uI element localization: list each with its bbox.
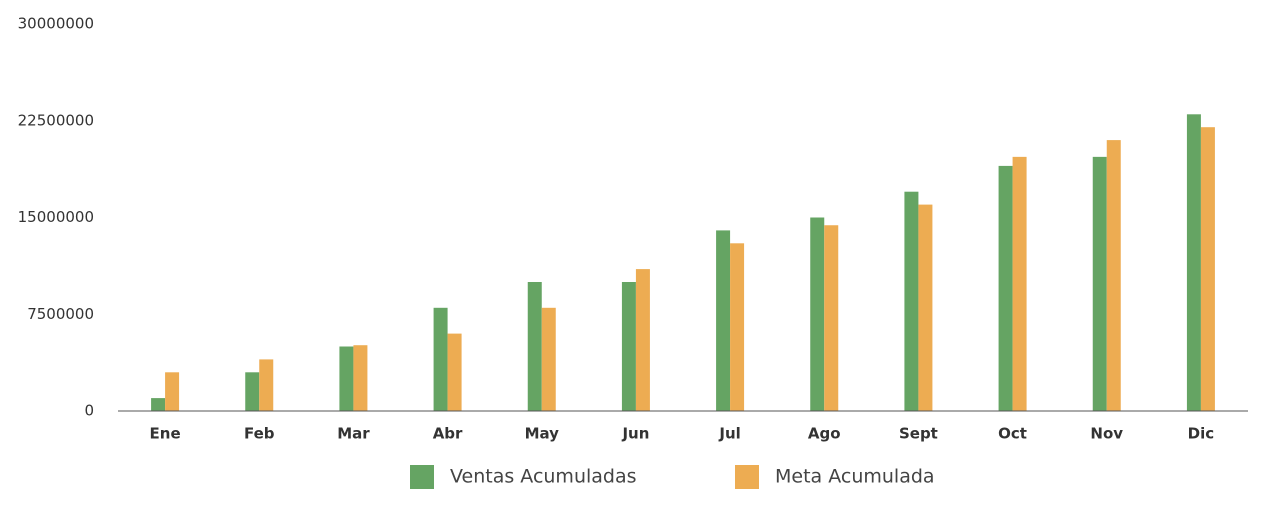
x-tick-label: May <box>525 425 560 443</box>
x-tick-label: Nov <box>1090 425 1123 443</box>
bar <box>353 345 368 411</box>
legend-swatch <box>735 465 759 489</box>
legend-label: Meta Acumulada <box>775 466 935 488</box>
x-tick-label: Ene <box>150 425 181 443</box>
x-tick-label: Dic <box>1188 425 1214 443</box>
bar <box>259 359 274 411</box>
x-tick-label: Mar <box>337 425 370 443</box>
bar <box>1106 140 1121 411</box>
bar <box>151 398 166 411</box>
bar <box>998 165 1013 411</box>
bar <box>527 282 542 411</box>
bar <box>635 269 650 411</box>
legend-label: Ventas Acumuladas <box>450 466 637 488</box>
bar <box>433 307 448 411</box>
y-tick-label: 7500000 <box>27 305 94 323</box>
bar <box>1092 156 1107 411</box>
bar <box>1200 127 1215 411</box>
bar <box>541 307 556 411</box>
x-tick-label: Sept <box>899 425 938 443</box>
bar <box>918 204 933 411</box>
x-tick-label: Oct <box>998 425 1027 443</box>
y-tick-label: 30000000 <box>18 15 94 33</box>
x-tick-label: Abr <box>433 425 463 443</box>
bar <box>339 346 354 411</box>
x-tick-label: Jun <box>621 425 649 443</box>
x-tick-label: Jul <box>718 425 740 443</box>
bar <box>904 191 919 411</box>
x-tick-label: Feb <box>244 425 275 443</box>
bar <box>1186 114 1201 412</box>
bar <box>716 230 731 411</box>
bar <box>245 372 260 411</box>
y-tick-label: 0 <box>84 402 94 420</box>
bar <box>730 243 745 411</box>
bar <box>447 333 462 411</box>
bar <box>810 217 825 411</box>
bar <box>165 372 180 411</box>
bar <box>621 282 636 411</box>
bar <box>824 225 839 411</box>
bar <box>1012 156 1027 411</box>
legend-swatch <box>410 465 434 489</box>
y-tick-label: 22500000 <box>18 111 94 129</box>
y-tick-label: 15000000 <box>18 208 94 226</box>
x-tick-label: Ago <box>808 425 841 443</box>
